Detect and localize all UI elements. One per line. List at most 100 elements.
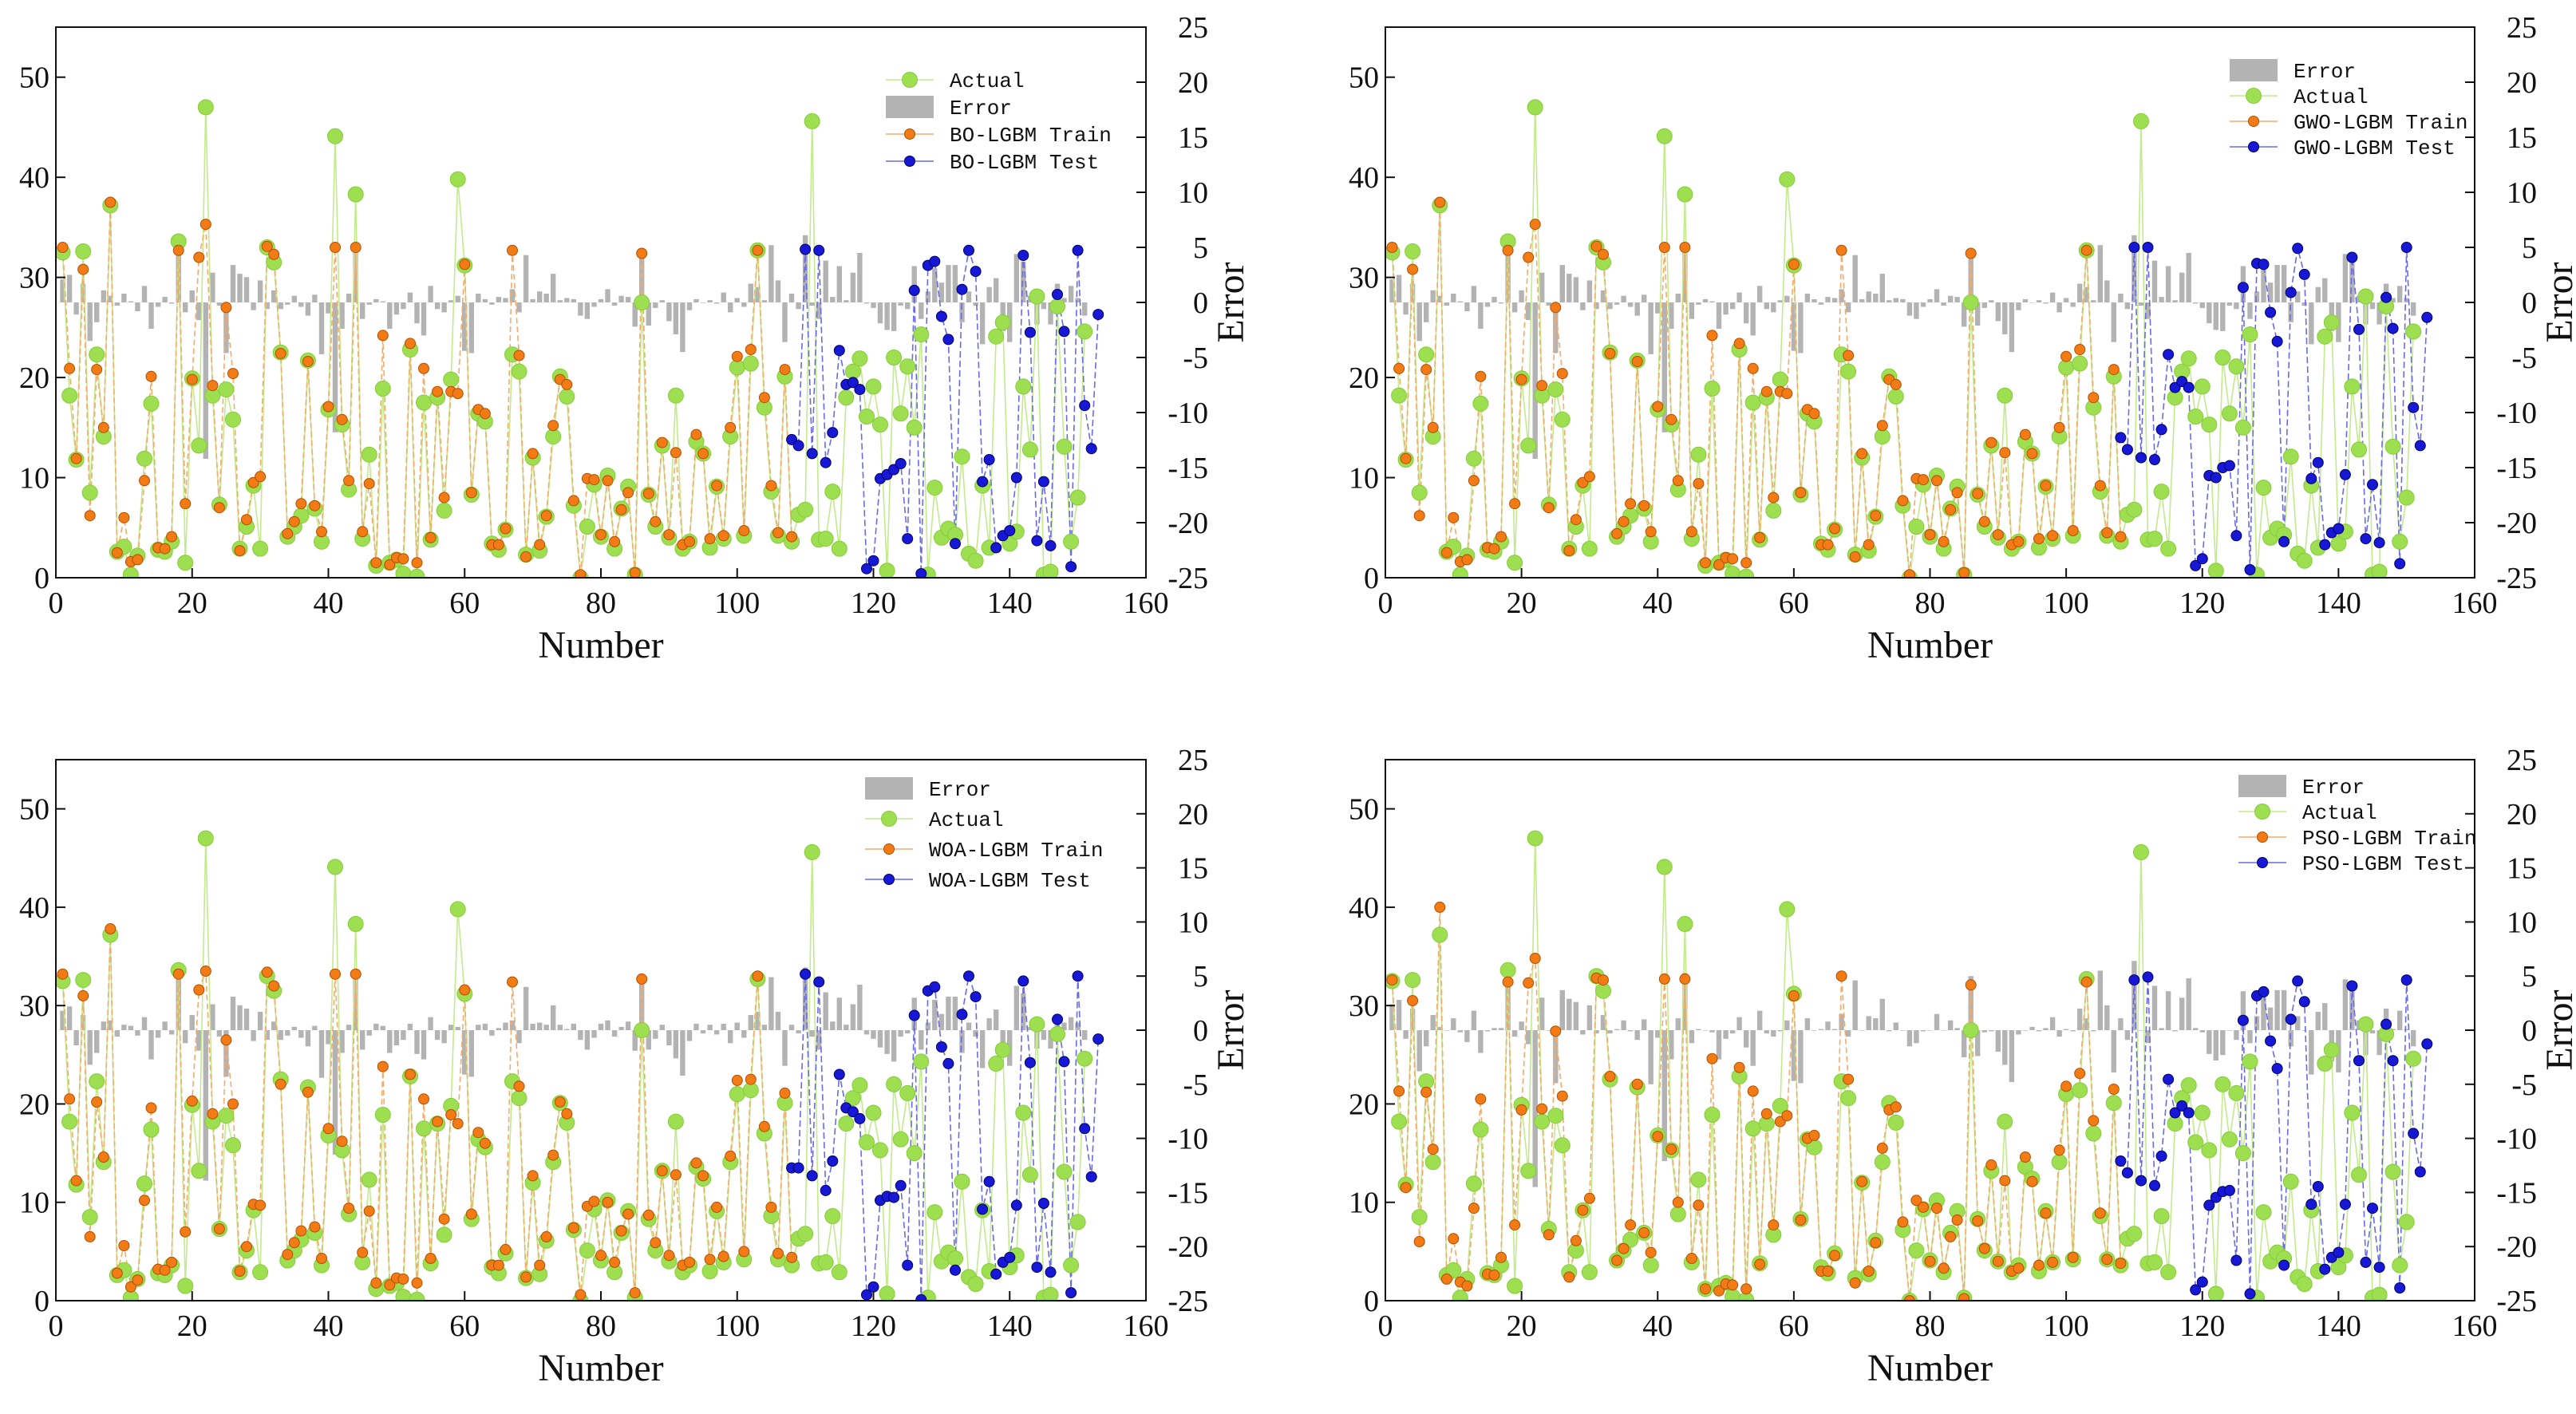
legend-test-marker xyxy=(883,874,895,885)
train-point xyxy=(1434,901,1446,913)
train-point xyxy=(302,1086,314,1098)
error-bar xyxy=(60,1010,65,1030)
error-bar xyxy=(986,286,992,302)
error-bar xyxy=(1750,1030,1756,1066)
error-bar xyxy=(673,302,679,334)
error-bar xyxy=(1607,302,1613,310)
actual-point xyxy=(1527,99,1543,116)
y2-axis-title: Error xyxy=(1210,989,1252,1070)
y2-axis-title: Error xyxy=(2538,989,2576,1070)
train-point xyxy=(1658,242,1670,253)
error-bar xyxy=(1791,302,1797,351)
error-bar xyxy=(1989,300,1994,302)
x-tick-label: 120 xyxy=(851,1309,896,1343)
actual-point xyxy=(1507,1278,1523,1294)
train-point xyxy=(241,1241,252,1253)
error-bar xyxy=(414,1030,420,1054)
error-bar xyxy=(543,294,549,302)
error-bar xyxy=(216,1030,223,1037)
train-point xyxy=(418,362,429,374)
train-point xyxy=(602,475,614,487)
test-point xyxy=(2121,444,2133,456)
train-point xyxy=(2101,1254,2113,1266)
test-point xyxy=(2223,1184,2235,1196)
error-bar xyxy=(788,1025,795,1030)
train-point xyxy=(1665,1143,1677,1155)
test-point xyxy=(820,1184,832,1196)
actual-point xyxy=(579,519,595,535)
error-bar xyxy=(1661,1030,1667,1162)
error-bar xyxy=(1927,298,1933,302)
train-point xyxy=(642,1209,654,1221)
train-point xyxy=(1407,995,1419,1006)
actual-point xyxy=(831,1264,847,1281)
error-bar xyxy=(1655,1030,1661,1038)
error-bar xyxy=(625,297,631,302)
error-bar xyxy=(2097,970,2103,1030)
test-point xyxy=(2367,1203,2378,1215)
error-bar xyxy=(816,1030,822,1050)
actual-point xyxy=(2323,314,2340,331)
error-bar xyxy=(946,997,951,1030)
actual-point xyxy=(859,1134,875,1151)
train-point xyxy=(725,421,737,433)
train-point xyxy=(145,370,157,382)
error-bar xyxy=(564,1029,570,1030)
test-point xyxy=(854,1112,866,1124)
error-bar xyxy=(755,1011,761,1030)
test-point xyxy=(990,542,1002,554)
error-bar xyxy=(1689,302,1695,319)
y2-tick-label: 15 xyxy=(2507,121,2537,155)
actual-point xyxy=(988,1055,1005,1072)
x-tick-label: 100 xyxy=(2044,1309,2089,1343)
error-bar xyxy=(666,302,672,322)
train-point xyxy=(1665,413,1677,425)
test-point xyxy=(833,345,845,357)
error-bar xyxy=(441,1030,447,1044)
error-bar xyxy=(680,1030,685,1076)
error-bar xyxy=(271,1021,277,1030)
actual-point xyxy=(2330,1259,2347,1276)
actual-point xyxy=(1465,1175,1482,1192)
train-point xyxy=(105,923,117,934)
error-bar xyxy=(80,283,86,302)
train-point xyxy=(1760,385,1772,397)
legend-label-train: BO-LGBM Train xyxy=(950,124,1112,148)
error-bar xyxy=(952,265,958,302)
test-point xyxy=(2155,424,2167,436)
train-point xyxy=(1529,953,1541,964)
train-point xyxy=(731,1074,743,1086)
error-bar xyxy=(1559,989,1565,1030)
train-point xyxy=(97,421,109,433)
actual-point xyxy=(2282,1173,2299,1190)
error-bar xyxy=(183,1030,188,1044)
train-point xyxy=(2013,535,2025,547)
x-tick-label: 60 xyxy=(1779,1309,1809,1343)
error-bar xyxy=(1879,274,1885,302)
error-bar xyxy=(1600,290,1606,302)
train-point xyxy=(650,515,662,527)
actual-point xyxy=(2072,355,2088,372)
error-bar xyxy=(1559,265,1565,302)
error-bar xyxy=(966,1022,972,1030)
train-point xyxy=(336,413,348,425)
train-point xyxy=(111,547,123,559)
test-point xyxy=(847,1106,859,1118)
test-point xyxy=(942,1057,954,1069)
y2-tick-label: -25 xyxy=(2496,562,2537,595)
error-bar xyxy=(2288,302,2294,322)
error-bar xyxy=(2132,235,2137,302)
error-bar xyxy=(366,1030,372,1036)
train-point xyxy=(330,242,341,253)
error-bar xyxy=(1839,289,1844,302)
train-point xyxy=(186,1095,198,1107)
actual-point xyxy=(2207,563,2224,578)
error-bar xyxy=(1682,973,1688,1030)
train-point xyxy=(2053,421,2065,433)
error-bar xyxy=(1484,1030,1491,1032)
x-tick-label: 0 xyxy=(49,1309,64,1343)
error-bar xyxy=(1962,302,1967,327)
error-bar xyxy=(564,298,570,302)
train-point xyxy=(629,1287,641,1299)
